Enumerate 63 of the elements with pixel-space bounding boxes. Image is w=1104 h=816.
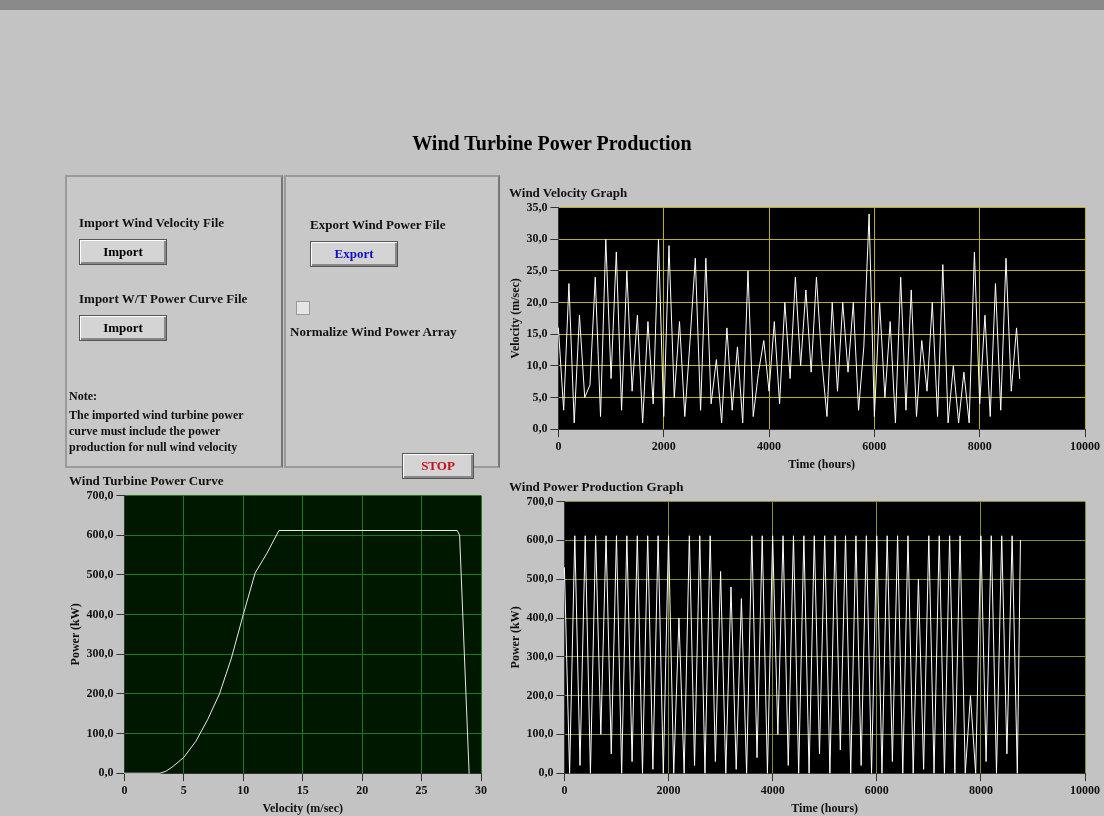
text: STOP — [402, 453, 474, 479]
x-tick-label: 4000 — [757, 439, 782, 454]
x-tick-label: 8000 — [968, 783, 993, 798]
y-tick-label: 400,0 — [526, 610, 554, 625]
y-tick-label: 500,0 — [526, 571, 554, 586]
y-tick-label: 25,0 — [526, 263, 548, 278]
x-tick-label: 0 — [561, 783, 568, 798]
y-tick-label: 10,0 — [526, 357, 548, 372]
x-tick-label: 10000 — [1070, 783, 1100, 798]
x-tick-label: 0 — [121, 783, 128, 798]
y-tick-label: 300,0 — [86, 646, 114, 661]
x-tick-label: 8000 — [967, 439, 992, 454]
x-tick-label: 5 — [180, 783, 187, 798]
x-tick-label: 20 — [356, 783, 369, 798]
y-tick-label: 30,0 — [526, 231, 548, 246]
x-tick-label: 6000 — [862, 439, 887, 454]
chart-title: Wind Turbine Power Curve — [69, 473, 224, 489]
y-tick-label: 600,0 — [86, 527, 114, 542]
x-tick-label: 2000 — [656, 783, 681, 798]
text: Export — [310, 241, 398, 267]
text: Import — [79, 315, 167, 341]
y-tick-label: 700,0 — [526, 493, 554, 508]
x-tick-label: 6000 — [864, 783, 889, 798]
y-tick-label: 100,0 — [526, 726, 554, 741]
y-axis-title: Power (kW) — [68, 603, 83, 666]
y-tick-label: 0,0 — [98, 765, 114, 780]
x-tick-label: 10000 — [1070, 439, 1100, 454]
x-tick-label: 15 — [296, 783, 309, 798]
y-tick-label: 15,0 — [526, 326, 548, 341]
x-axis-title: Time (hours) — [791, 800, 859, 815]
text: Wind Turbine Power Production — [411, 132, 693, 155]
y-tick-label: 0,0 — [532, 421, 548, 436]
y-tick-label: 500,0 — [86, 567, 114, 582]
x-tick-label: 25 — [415, 783, 428, 798]
y-axis-title: Power (kW) — [508, 606, 523, 669]
text: Import — [79, 239, 167, 265]
y-tick-label: 5,0 — [532, 389, 548, 404]
y-tick-label: 200,0 — [86, 685, 114, 700]
y-tick-label: 400,0 — [86, 606, 114, 621]
x-tick-label: 2000 — [651, 439, 676, 454]
text: Import Wind Velocity File — [79, 215, 225, 231]
x-tick-label: 0 — [555, 439, 562, 454]
x-axis-title: Time (hours) — [788, 456, 856, 471]
y-tick-label: 100,0 — [86, 725, 114, 740]
text: Export Wind Power File — [310, 217, 446, 233]
x-axis-title: Velocity (m/sec) — [262, 800, 343, 815]
y-tick-label: 600,0 — [526, 532, 554, 547]
text: Import W/T Power Curve File — [79, 291, 248, 307]
chart-title: Wind Velocity Graph — [509, 185, 628, 201]
text: Normalize Wind Power Array — [290, 324, 457, 340]
y-tick-label: 20,0 — [526, 294, 548, 309]
y-tick-label: 700,0 — [86, 487, 114, 502]
chart-title: Wind Power Production Graph — [509, 479, 685, 495]
text: The imported wind turbine power curve must include the power production for null wind velocity — [69, 407, 245, 455]
y-tick-label: 35,0 — [526, 199, 548, 214]
y-tick-label: 300,0 — [526, 648, 554, 663]
text: Note: — [69, 389, 97, 404]
y-axis-title: Velocity (m/sec) — [508, 278, 523, 359]
y-tick-label: 200,0 — [526, 687, 554, 702]
x-tick-label: 4000 — [760, 783, 785, 798]
y-tick-label: 0,0 — [538, 765, 554, 780]
x-tick-label: 10 — [237, 783, 250, 798]
x-tick-label: 30 — [475, 783, 487, 798]
